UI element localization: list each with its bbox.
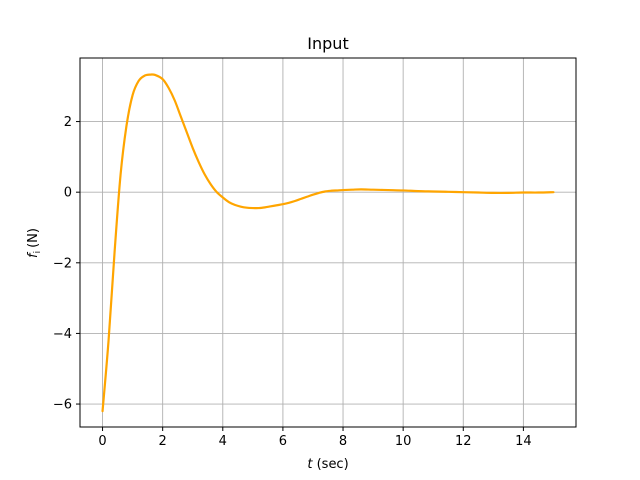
- y-tick-label: 2: [64, 115, 72, 130]
- x-axis-unit: (sec): [317, 457, 349, 472]
- x-tick-label: 4: [219, 434, 227, 449]
- x-axis-var: t: [307, 457, 313, 472]
- x-tick-label: 2: [159, 434, 167, 449]
- x-axis-label: t (sec): [307, 457, 348, 472]
- y-tick-label: −4: [53, 327, 72, 342]
- plot-frame: [79, 57, 577, 428]
- y-tick-label: 0: [64, 186, 72, 201]
- y-tick-label: −2: [53, 256, 72, 271]
- series-line: [101, 73, 555, 413]
- grid: [80, 58, 576, 427]
- y-axis-label: fi (N): [26, 228, 43, 258]
- chart-title: Input: [307, 34, 348, 53]
- y-axis-unit: (N): [26, 228, 41, 248]
- x-tick-label: 6: [279, 434, 287, 449]
- x-tick-label: 10: [395, 434, 412, 449]
- y-axis-var: f: [26, 251, 41, 258]
- x-tick-label: 14: [515, 434, 532, 449]
- x-tick-label: 12: [455, 434, 472, 449]
- x-axis: 0 2 4 6 8 10 12 14: [98, 427, 532, 449]
- y-axis: −6 −4 −2 0 2: [53, 115, 80, 413]
- x-tick-label: 8: [339, 434, 347, 449]
- x-tick-label: 0: [98, 434, 106, 449]
- y-tick-label: −6: [53, 398, 72, 413]
- y-axis-sub: i: [33, 251, 43, 254]
